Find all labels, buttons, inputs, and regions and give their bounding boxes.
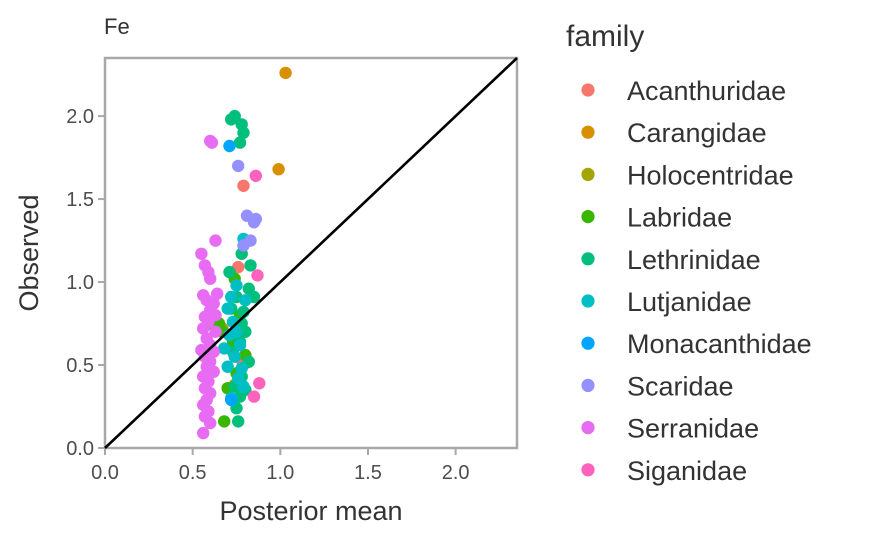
point-siganidae-3	[253, 377, 266, 390]
legend-label-holocentridae: Holocentridae	[627, 160, 794, 190]
legend-label-lethrinidae: Lethrinidae	[627, 245, 761, 275]
point-lutjanidae-3	[221, 302, 234, 315]
point-lutjanidae-1	[230, 279, 243, 292]
legend-key-labridae	[581, 210, 595, 224]
point-siganidae-1	[251, 269, 264, 282]
x-tick-label-3: 1.5	[354, 462, 382, 484]
x-tick-label-2: 1.0	[266, 462, 294, 484]
legend-label-monacanthidae: Monacanthidae	[627, 329, 812, 359]
legend-label-labridae: Labridae	[627, 203, 732, 233]
point-serranidae-2	[209, 234, 222, 247]
point-acanthuridae-0	[237, 179, 250, 192]
point-serranidae-14	[209, 325, 222, 338]
x-tick-label-4: 2.0	[442, 462, 470, 484]
identity-reference-line	[104, 57, 518, 449]
point-lutjanidae-2	[225, 290, 238, 304]
point-lutjanidae-8	[221, 360, 234, 373]
point-siganidae-0	[249, 169, 262, 182]
plot-panel	[103, 56, 519, 450]
legend-key-scaridae	[581, 378, 595, 392]
legend-key-serranidae	[581, 421, 595, 435]
point-monacanthidae-1	[225, 393, 238, 407]
x-axis: 0.0 0.5 1.0 1.5 2.0	[91, 449, 470, 484]
point-lethrinidae-11	[239, 325, 252, 338]
x-axis-title: Posterior mean	[219, 496, 402, 526]
legend-items: Acanthuridae Carangidae Holocentridae Labri…	[581, 76, 812, 486]
point-scaridae-3	[247, 216, 261, 229]
point-lutjanidae-15	[235, 362, 248, 375]
legend-label-lutjanidae: Lutjanidae	[627, 287, 752, 317]
point-lutjanidae-12	[239, 294, 252, 307]
point-lutjanidae-7	[228, 350, 241, 363]
legend-key-lutjanidae	[581, 294, 595, 308]
x-tick-label-1: 0.5	[179, 462, 207, 484]
point-serranidae-31	[197, 426, 210, 440]
legend-key-holocentridae	[581, 167, 595, 181]
y-tick-label-3: 1.5	[66, 189, 94, 211]
legend-key-acanthuridae	[581, 83, 595, 97]
point-lethrinidae-20	[232, 415, 245, 428]
point-siganidae-2	[247, 390, 261, 403]
point-lethrinidae-21	[223, 265, 236, 279]
point-serranidae-6	[204, 272, 217, 285]
point-serranidae-21	[207, 365, 220, 378]
point-lethrinidae-3	[237, 126, 250, 139]
point-serranidae-34	[207, 345, 220, 358]
legend-label-carangidae: Carangidae	[627, 118, 767, 148]
legend-label-acanthuridae: Acanthuridae	[627, 76, 786, 106]
point-serranidae-1	[205, 136, 219, 149]
chart-title: Fe	[104, 14, 130, 39]
legend-title: family	[566, 20, 644, 53]
point-lethrinidae-1	[225, 113, 238, 126]
point-lutjanidae-10	[237, 380, 250, 393]
legend-key-monacanthidae	[581, 336, 595, 350]
point-scaridae-5	[237, 239, 250, 252]
y-axis-title: Observed	[14, 194, 44, 311]
point-serranidae-33	[209, 309, 222, 322]
point-carangidae-0	[279, 66, 292, 80]
y-tick-label-4: 2.0	[66, 106, 94, 128]
point-lethrinidae-4	[233, 136, 247, 149]
y-axis: 0.0 0.5 1.0 1.5 2.0	[66, 106, 104, 460]
legend-key-siganidae	[581, 463, 595, 477]
point-labridae-5	[218, 415, 231, 428]
point-serranidae-13	[197, 322, 210, 335]
point-monacanthidae-0	[223, 139, 236, 153]
point-serranidae-3	[195, 247, 208, 260]
legend-key-lethrinidae	[581, 252, 595, 266]
point-scaridae-0	[232, 159, 245, 173]
points-layer	[195, 66, 292, 440]
y-tick-label-2: 1.0	[66, 272, 94, 294]
legend-label-serranidae: Serranidae	[627, 414, 759, 444]
point-lutjanidae-6	[233, 338, 247, 352]
legend-label-siganidae: Siganidae	[627, 456, 747, 486]
point-lutjanidae-13	[218, 342, 231, 355]
point-lutjanidae-14	[230, 325, 243, 338]
y-tick-label-1: 0.5	[66, 355, 94, 377]
x-tick-label-0: 0.0	[91, 462, 119, 484]
legend-label-scaridae: Scaridae	[627, 371, 734, 401]
point-serranidae-32	[211, 287, 224, 300]
point-serranidae-30	[204, 416, 217, 430]
y-tick-label-0: 0.0	[66, 438, 94, 460]
point-lethrinidae-6	[244, 259, 257, 272]
point-carangidae-1	[272, 163, 285, 176]
legend-key-carangidae	[581, 125, 595, 139]
panel-border	[103, 56, 519, 450]
legend: family Acanthuridae Carangidae Holocentrid…	[566, 20, 812, 486]
